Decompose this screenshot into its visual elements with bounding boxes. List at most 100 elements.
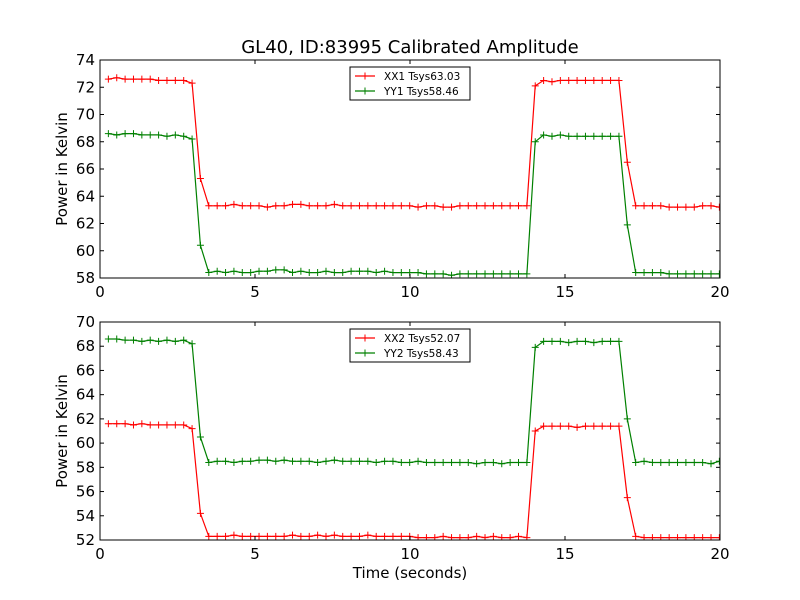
data-point	[615, 76, 623, 84]
data-point	[473, 460, 481, 468]
data-point	[464, 458, 472, 466]
data-point	[590, 339, 598, 347]
data-point	[523, 270, 531, 278]
data-point	[104, 75, 112, 83]
data-point	[146, 421, 154, 429]
data-point	[222, 202, 230, 210]
data-point	[422, 202, 430, 210]
data-point	[715, 270, 720, 278]
data-point	[439, 203, 447, 211]
data-point	[397, 532, 405, 540]
data-point	[305, 532, 313, 540]
data-point	[540, 131, 548, 139]
y-tick-label: 68	[76, 133, 95, 151]
data-point	[230, 200, 238, 208]
data-point	[565, 132, 573, 140]
data-point	[498, 270, 506, 278]
data-point	[213, 202, 221, 210]
data-point	[414, 269, 422, 277]
x-tick-label: 15	[555, 283, 574, 301]
data-point	[431, 270, 439, 278]
legend-label: YY1 Tsys58.46	[383, 86, 459, 98]
data-point	[180, 76, 188, 84]
data-point	[138, 420, 146, 428]
data-point	[682, 270, 690, 278]
legend-label: XX2 Tsys52.07	[384, 333, 460, 345]
data-point	[715, 203, 720, 211]
data-point	[104, 420, 112, 428]
data-point	[339, 532, 347, 540]
data-point	[113, 420, 121, 428]
y-tick-label: 62	[76, 410, 95, 428]
data-point	[489, 270, 497, 278]
data-point	[540, 76, 548, 84]
x-tick-label: 5	[250, 545, 260, 563]
data-point	[682, 458, 690, 466]
data-point	[581, 132, 589, 140]
y-tick-label: 64	[76, 386, 95, 404]
data-point	[230, 531, 238, 539]
data-point	[690, 270, 698, 278]
data-point	[280, 202, 288, 210]
data-point	[665, 458, 673, 466]
data-point	[121, 130, 129, 138]
data-point	[414, 203, 422, 211]
series-group	[104, 335, 720, 540]
chart-title: GL40, ID:83995 Calibrated Amplitude	[241, 37, 579, 58]
x-tick-label: 0	[95, 545, 105, 563]
y-tick-label: 60	[76, 434, 95, 452]
data-point	[665, 203, 673, 211]
data-point	[456, 270, 464, 278]
data-point	[113, 335, 121, 343]
data-point	[280, 456, 288, 464]
data-point	[238, 457, 246, 465]
x-axis-label: Time (seconds)	[352, 564, 468, 582]
data-point	[314, 202, 322, 210]
data-point	[205, 532, 213, 540]
data-point	[489, 532, 497, 540]
data-point	[364, 267, 372, 275]
data-point	[640, 269, 648, 277]
data-point	[330, 269, 338, 277]
data-point	[222, 532, 230, 540]
data-point	[473, 270, 481, 278]
data-point	[205, 269, 213, 277]
x-tick-label: 20	[710, 545, 729, 563]
data-point	[347, 267, 355, 275]
data-point	[255, 267, 263, 275]
data-point	[381, 457, 389, 465]
data-point	[607, 337, 615, 345]
data-point	[607, 76, 615, 84]
data-point	[171, 421, 179, 429]
data-point	[414, 457, 422, 465]
data-point	[381, 532, 389, 540]
data-point	[598, 132, 606, 140]
data-point	[255, 202, 263, 210]
data-point	[682, 203, 690, 211]
data-point	[155, 76, 163, 84]
data-point	[213, 532, 221, 540]
data-point	[372, 532, 380, 540]
data-point	[263, 456, 271, 464]
data-point	[623, 158, 631, 166]
data-point	[515, 532, 522, 540]
data-point	[690, 458, 698, 466]
data-point	[247, 457, 255, 465]
data-point	[573, 76, 581, 84]
data-point	[489, 458, 497, 466]
data-point	[648, 202, 656, 210]
data-point	[372, 458, 380, 466]
data-point	[632, 269, 640, 277]
data-point	[406, 202, 414, 210]
data-point	[707, 202, 715, 210]
legend-box	[349, 66, 471, 101]
data-point	[640, 202, 648, 210]
data-point	[581, 337, 589, 345]
data-point	[523, 458, 531, 466]
legend-label: YY2 Tsys58.43	[383, 348, 459, 360]
data-point	[598, 337, 606, 345]
data-point	[548, 78, 556, 86]
data-point	[155, 421, 163, 429]
data-point	[548, 422, 556, 430]
plot-panel-1: 0 5 10 15 20 58 60 62 64 66 68 70 72 74 Power in Kelvi…	[53, 51, 730, 301]
